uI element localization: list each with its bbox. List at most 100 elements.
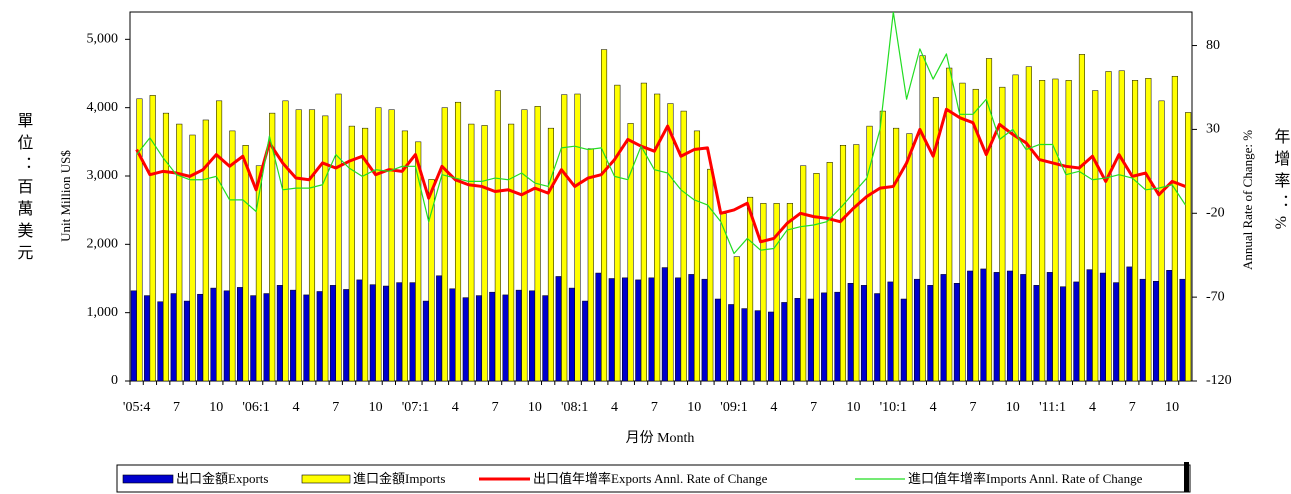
bar [608,278,615,381]
bar [388,109,395,381]
x-tick-label: 10 [1165,400,1179,415]
x-tick-label: 4 [1089,400,1096,415]
bar [462,297,469,381]
bar [900,298,907,381]
bar [263,293,270,381]
bar [675,277,682,381]
bar [242,145,249,381]
bar [1166,270,1173,381]
bar [906,133,913,381]
bar [932,97,939,381]
bar [348,125,355,381]
bar [436,275,443,381]
bar [1092,90,1099,381]
bar [972,88,979,381]
bar [401,130,408,381]
legend-label: 進口金額Imports [353,471,445,486]
bar [303,294,310,381]
bar [714,298,721,381]
bar [786,203,793,381]
bar [176,123,183,381]
x-tick-label: 10 [687,400,701,415]
bar [1126,266,1133,381]
y2-axis-title: Annual Rate of Change: % [1240,130,1255,270]
bar [635,279,642,381]
y-axis-title: Unit Million US$ [58,150,73,242]
bar [946,67,953,381]
bar [223,290,230,381]
x-tick-label: 10 [209,400,223,415]
bar [269,112,276,381]
bar [781,302,788,381]
bar [587,148,594,381]
bar [893,127,900,381]
bar [149,95,156,381]
x-tick-label: '07:1 [402,400,429,415]
bar [866,125,873,381]
legend-edge [1184,462,1189,492]
bar [980,268,987,381]
bar [356,279,363,381]
bar [860,285,868,381]
bar [614,84,621,381]
bar [720,213,727,381]
x-tick-label: '09:1 [720,400,747,415]
y-tick-label: 0 [111,373,118,388]
x-tick-label: 4 [770,400,777,415]
bar [189,134,196,381]
y2-tick-label: -20 [1206,205,1225,220]
bar [375,107,382,381]
bar [794,298,801,381]
bar [887,281,894,381]
x-tick-label: 4 [611,400,618,415]
bar [693,130,701,381]
x-axis-title: 月份 Month [626,430,695,446]
bar [534,106,541,381]
bar [489,291,496,381]
bar [701,278,708,381]
x-tick-label: 10 [369,400,383,415]
bar [202,119,209,381]
bar [136,98,143,381]
bar [1060,286,1067,381]
bar [396,282,403,381]
bar [728,304,735,381]
bar [667,103,674,381]
bar [144,295,151,381]
bar [826,162,833,381]
bar [847,283,854,381]
x-tick-label: '11:1 [1039,400,1066,415]
bar [343,289,350,381]
bar [1132,80,1139,381]
legend-box [116,464,1191,493]
bar [1158,100,1165,381]
bar [914,278,921,381]
bar [927,285,934,381]
bar [967,270,974,381]
bar [985,58,993,381]
bar [475,295,483,381]
bar [568,287,575,381]
bar [807,298,814,381]
bar [1099,272,1106,381]
bar [170,293,177,381]
y2-tick-label: -70 [1206,289,1225,304]
y2-tick-label: 30 [1206,122,1220,137]
bar [627,123,634,381]
bar [1113,282,1120,381]
bar [1185,112,1192,381]
bar [481,125,488,381]
y-tick-label: 4,000 [87,100,119,115]
bar [773,203,780,381]
bar [879,110,886,381]
x-tick-label: '08:1 [561,400,588,415]
bar [874,293,881,381]
bar [449,288,456,381]
bar [383,285,390,381]
bar [1179,278,1186,381]
bar [839,145,847,381]
bar [853,144,860,381]
legend-swatch [301,474,351,484]
bar [295,109,302,381]
line [136,12,1186,255]
